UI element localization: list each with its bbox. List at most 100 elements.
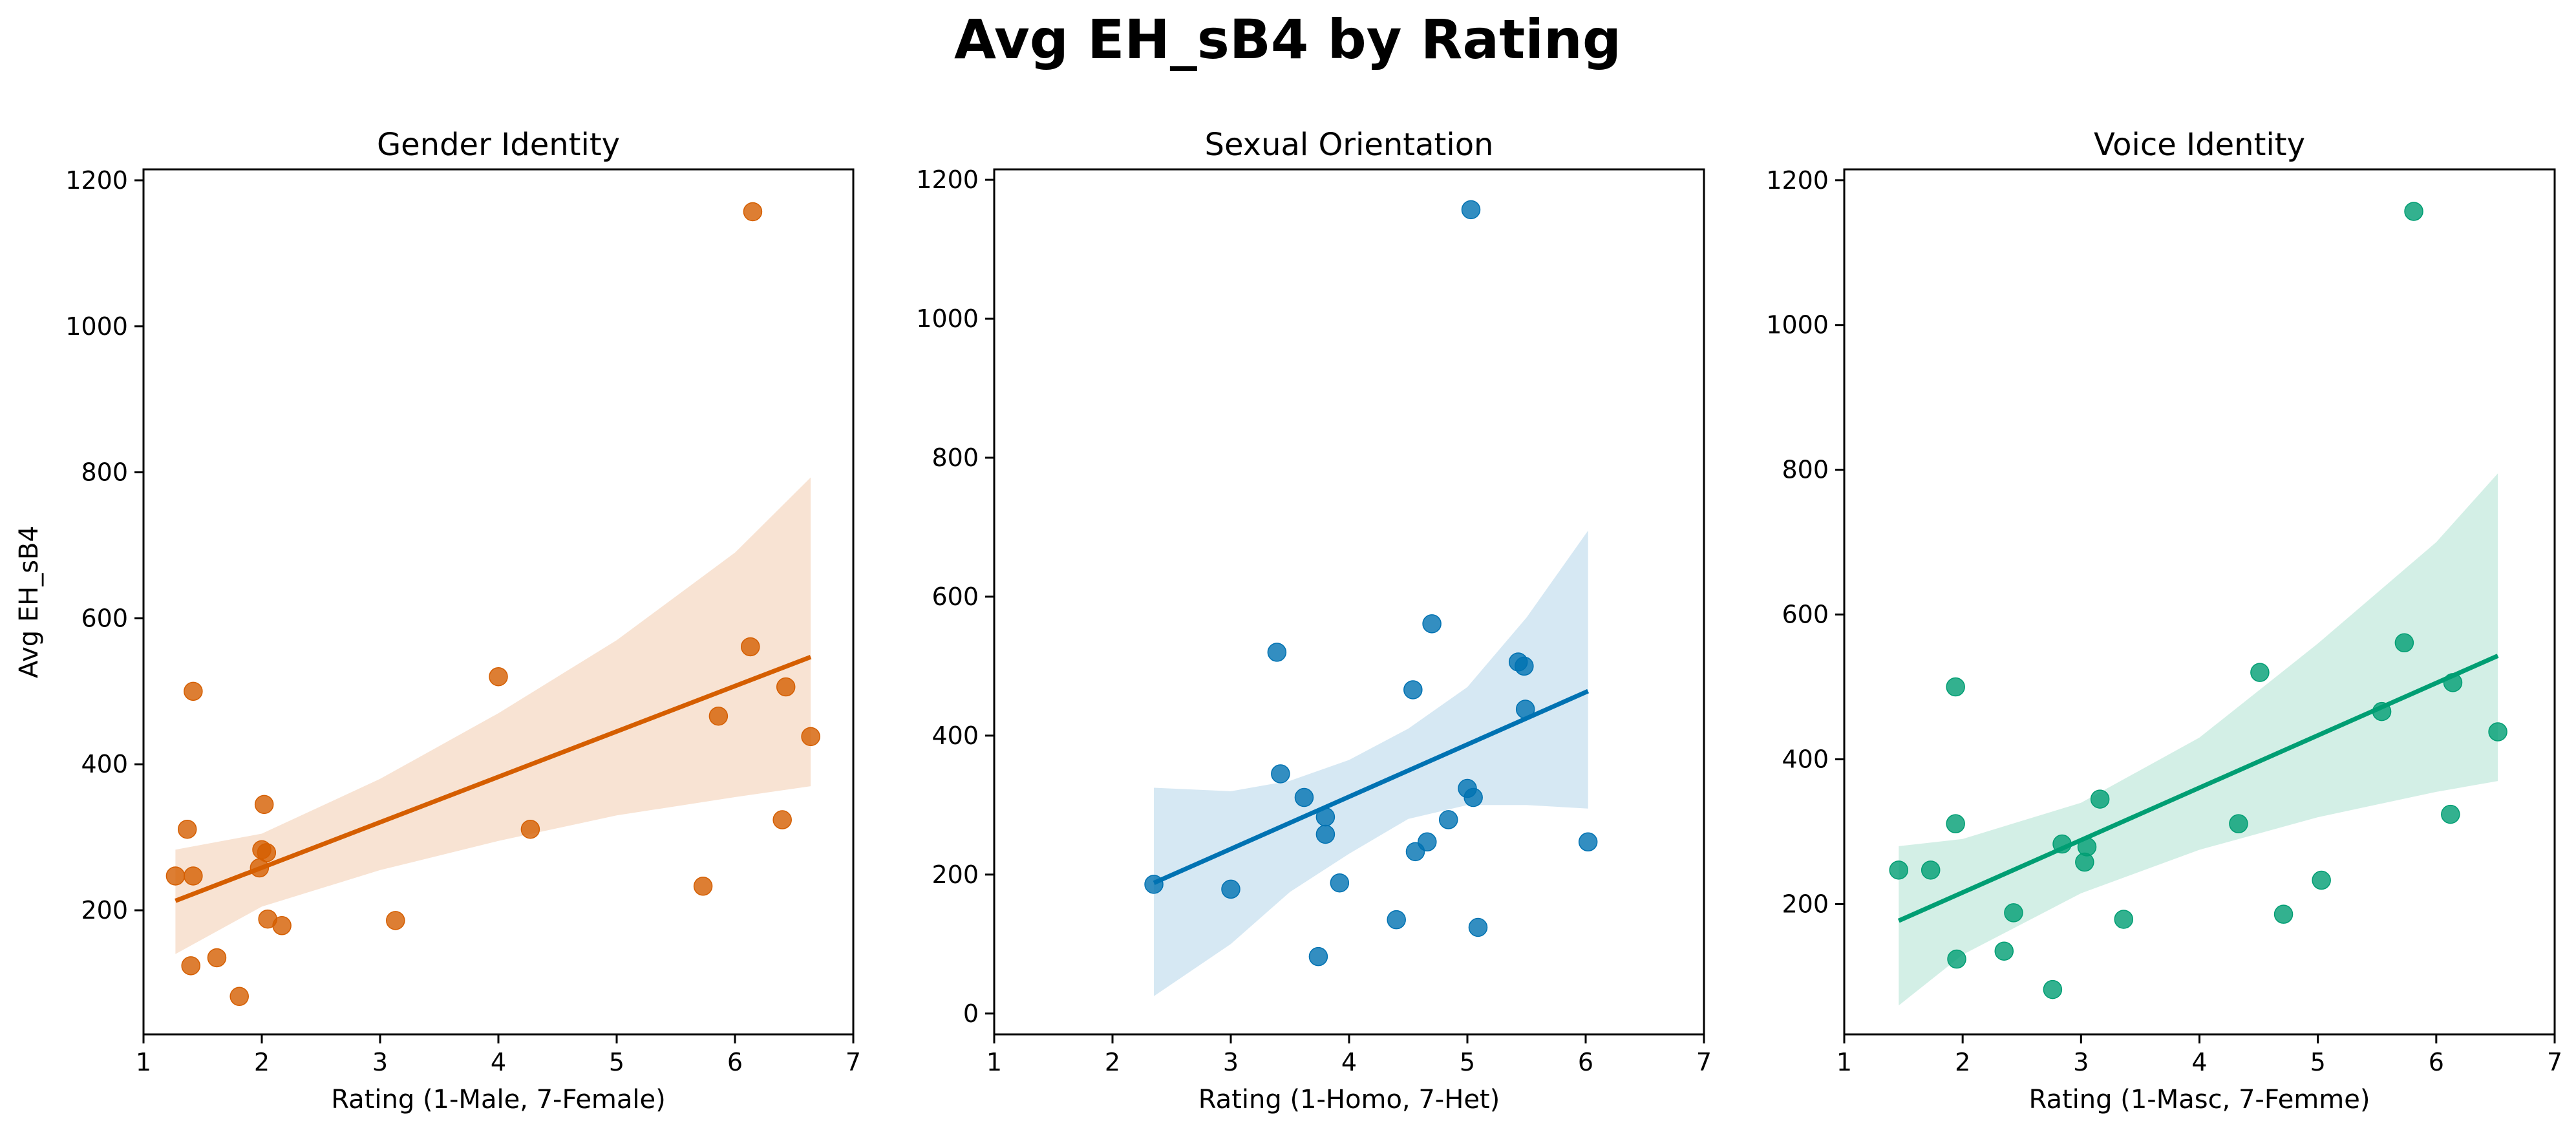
data-point	[2004, 903, 2023, 923]
panel-gender-identity: 1 2 3 4 5 6 7 200 400 600 800 1000 1200 Gender Identi…	[14, 127, 861, 1115]
data-point	[1271, 764, 1290, 784]
data-point	[1947, 949, 1966, 969]
data-point	[743, 202, 763, 222]
data-point	[801, 727, 820, 747]
data-point	[772, 810, 792, 829]
data-point	[1403, 680, 1423, 699]
y-tick-label: 200	[1782, 890, 1829, 918]
x-axis-label: Rating (1-Masc, 7-Femme)	[2029, 1085, 2370, 1115]
data-point	[257, 843, 277, 862]
plot-area	[1889, 202, 2507, 1006]
x-tick-label: 4	[491, 1048, 506, 1076]
data-point	[184, 681, 203, 701]
data-point	[2090, 789, 2110, 809]
x-tick-label: 4	[1341, 1048, 1357, 1076]
data-point	[1578, 832, 1598, 852]
panel-title: Voice Identity	[2094, 127, 2305, 163]
data-point	[2250, 663, 2270, 682]
data-point	[2043, 979, 2063, 999]
x-tick-label: 7	[1696, 1048, 1712, 1076]
x-tick-label: 4	[2191, 1048, 2207, 1076]
data-point	[1315, 824, 1336, 844]
data-point	[207, 948, 227, 968]
y-tick-label: 200	[931, 860, 979, 889]
data-point	[1422, 614, 1442, 634]
data-point	[1889, 860, 1909, 880]
x-tick-label: 1	[136, 1048, 151, 1076]
data-point	[1330, 873, 1350, 893]
panel-voice-identity: 1 2 3 4 5 6 7 200 400 600 800 1000 1200 Voice Identit…	[1766, 127, 2562, 1115]
x-axis-label: Rating (1-Homo, 7-Het)	[1198, 1085, 1500, 1115]
x-tick-label: 7	[846, 1048, 861, 1076]
x-tick-label: 2	[254, 1048, 270, 1076]
regression-line	[175, 654, 812, 903]
y-tick-label: 600	[81, 604, 128, 632]
data-point	[1946, 677, 1965, 697]
y-tick-label: 1000	[916, 304, 979, 333]
y-tick-label: 200	[81, 896, 128, 924]
y-tick-label: 600	[1782, 601, 1829, 629]
confidence-band	[1154, 530, 1588, 996]
data-point	[1468, 917, 1488, 937]
data-point	[184, 866, 203, 886]
data-point	[776, 677, 796, 697]
data-point	[1921, 860, 1941, 880]
data-point	[1461, 200, 1481, 220]
y-tick-label: 400	[81, 750, 128, 778]
data-point	[165, 866, 186, 886]
y-tick-label: 1200	[1766, 166, 1829, 195]
y-tick-label: 400	[931, 721, 979, 750]
data-point	[520, 819, 540, 839]
x-tick-label: 5	[1460, 1048, 1475, 1076]
y-tick-label: 800	[1782, 456, 1829, 484]
x-tick-label: 7	[2547, 1048, 2562, 1076]
plot-area	[1144, 200, 1598, 996]
data-point	[254, 795, 274, 815]
data-point	[1221, 879, 1240, 899]
data-point	[693, 877, 713, 896]
data-point	[1308, 946, 1328, 966]
y-tick-label: 1000	[1766, 311, 1829, 339]
data-point	[386, 911, 405, 930]
x-tick-label: 6	[2429, 1048, 2444, 1076]
panel-title: Gender Identity	[377, 127, 620, 163]
x-tick-label: 6	[1578, 1048, 1593, 1076]
x-tick-label: 5	[2310, 1048, 2326, 1076]
x-tick-label: 3	[1223, 1048, 1239, 1076]
plot-area	[165, 202, 820, 1007]
panel-title: Sexual Orientation	[1205, 127, 1494, 163]
data-point	[2488, 722, 2507, 742]
figure-title: Avg EH_sB4 by Rating	[954, 8, 1621, 71]
data-point	[1267, 643, 1287, 662]
data-point	[741, 637, 760, 657]
data-point	[489, 667, 508, 687]
data-point	[1464, 787, 1483, 807]
data-point	[177, 819, 197, 839]
data-point	[2394, 633, 2414, 653]
x-tick-label: 2	[1955, 1048, 1970, 1076]
y-tick-label: 800	[81, 458, 128, 487]
data-point	[2114, 910, 2134, 929]
data-point	[1994, 941, 2014, 961]
y-tick-label: 400	[1782, 745, 1829, 774]
y-tick-label: 600	[931, 582, 979, 611]
x-axis-label: Rating (1-Male, 7-Female)	[331, 1085, 665, 1115]
panel-sexual-orientation: 1 2 3 4 5 6 7 0 200 400 600 800 1000 1200 Sexual Orien…	[916, 127, 1712, 1115]
data-point	[2404, 202, 2423, 221]
data-point	[2441, 804, 2460, 824]
data-point	[1294, 787, 1314, 807]
y-tick-label: 0	[963, 999, 979, 1028]
regression-line	[1153, 689, 1590, 885]
data-point	[229, 987, 249, 1007]
x-tick-label: 1	[1836, 1048, 1852, 1076]
data-point	[1418, 832, 1437, 852]
confidence-band	[175, 477, 811, 954]
data-point	[2229, 814, 2248, 833]
x-tick-label: 2	[1105, 1048, 1120, 1076]
x-tick-label: 6	[727, 1048, 743, 1076]
confidence-band	[1899, 473, 2498, 1006]
data-point	[272, 916, 292, 935]
y-tick-label: 800	[931, 443, 979, 472]
